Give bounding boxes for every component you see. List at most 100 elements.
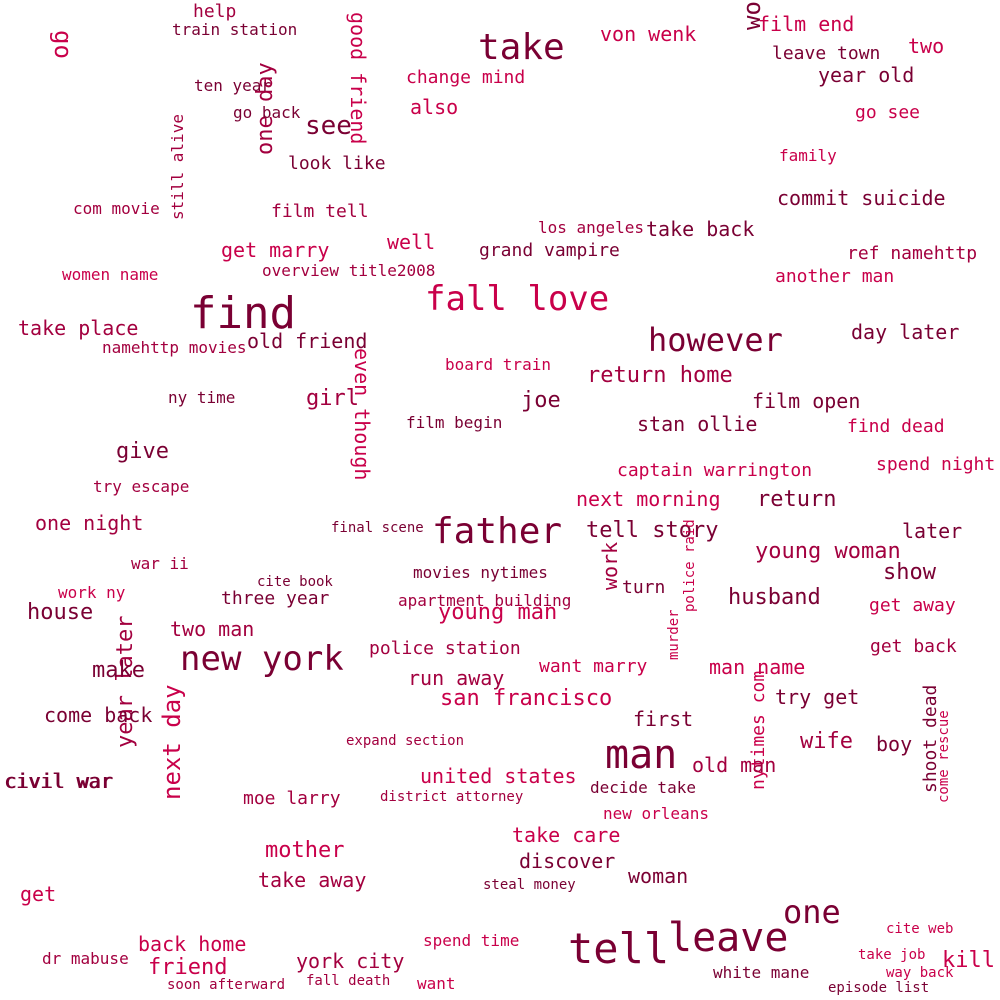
word-kill: kill	[942, 948, 995, 973]
word-spend-night: spend night	[876, 454, 996, 475]
word-go: go	[49, 30, 77, 59]
word-tell: tell	[568, 924, 670, 973]
word-take-place: take place	[18, 316, 139, 340]
word-civil-war: civil war	[5, 769, 114, 793]
word-murder: murder	[666, 609, 682, 660]
word-captain-warrington: captain warrington	[617, 460, 813, 481]
word-film-tell: film tell	[271, 201, 369, 222]
word-two-man: two man	[170, 617, 255, 641]
word-white-mane: white mane	[713, 963, 810, 982]
word-look-like: look like	[288, 153, 386, 174]
word-day-later: day later	[851, 320, 960, 344]
word-show: show	[883, 560, 936, 585]
word-new-orleans: new orleans	[603, 804, 709, 823]
word-expand-section: expand section	[346, 733, 465, 749]
word-go-see: go see	[855, 102, 921, 123]
word-year-old: year old	[818, 63, 915, 87]
word-discover: discover	[519, 849, 616, 873]
word-apartment-building: apartment building	[398, 591, 572, 610]
word-leave: leave	[668, 915, 789, 961]
word-one: one	[783, 893, 841, 931]
word-district-attorney: district attorney	[380, 789, 524, 805]
word-next-morning: next morning	[576, 487, 721, 511]
word-namehttp-movies: namehttp movies	[102, 338, 247, 357]
word-first: first	[633, 707, 694, 731]
word-police-station: police station	[369, 638, 521, 659]
word-return: return	[757, 487, 837, 512]
word-film-end: film end	[758, 12, 855, 36]
word-back-home: back home	[138, 932, 247, 956]
word-commit-suicide: commit suicide	[777, 186, 946, 210]
word-com-movie: com movie	[73, 199, 160, 218]
word-tell-story: tell story	[586, 518, 719, 543]
word-another-man: another man	[775, 266, 895, 287]
word-wife: wife	[800, 729, 853, 754]
word-spend-time: spend time	[423, 931, 520, 950]
word-get: get	[20, 882, 57, 906]
word-soon-afterward: soon afterward	[167, 977, 286, 993]
word-train-station: train station	[172, 20, 298, 39]
word-work: work	[598, 541, 622, 590]
word-three-year: three year	[221, 588, 330, 609]
word-return-home: return home	[587, 363, 733, 388]
word-see: see	[305, 111, 352, 141]
word-woman: woman	[628, 864, 689, 888]
word-get-back: get back	[870, 636, 957, 657]
word-turn: turn	[622, 577, 666, 598]
word-way-back: way back	[886, 965, 954, 981]
word-try-get: try get	[775, 685, 860, 709]
word-still-alive: still alive	[168, 114, 187, 220]
word-take-job: take job	[858, 947, 926, 963]
word-house: house	[27, 600, 94, 625]
word-ny-time: ny time	[168, 388, 236, 407]
word-work-ny: work ny	[58, 583, 126, 602]
word-new-york: new york	[180, 639, 344, 679]
word-film-begin: film begin	[406, 413, 503, 432]
word-change-mind: change mind	[406, 67, 526, 88]
word-los-angeles: los angeles	[538, 218, 644, 237]
word-take-away: take away	[258, 868, 367, 892]
word-family: family	[779, 146, 837, 165]
word-war-ii: war ii	[131, 554, 189, 573]
word-next-day: next day	[158, 684, 186, 800]
word-ref-namehttp: ref namehttp	[847, 243, 978, 264]
word-dr-mabuse: dr mabuse	[42, 949, 129, 968]
word-girl: girl	[306, 386, 359, 411]
word-old-man: old man	[692, 753, 777, 777]
word-father: father	[432, 511, 563, 552]
word-old-friend: old friend	[247, 329, 368, 353]
word-make: make	[92, 658, 145, 683]
word-find-dead: find dead	[847, 416, 945, 437]
word-von-wenk: von wenk	[600, 22, 697, 46]
word-episode-list: episode list	[828, 980, 930, 996]
word-give: give	[116, 439, 169, 464]
word-stan-ollie: stan ollie	[637, 412, 758, 436]
word-young-man: young man	[438, 600, 558, 625]
word-mother: mother	[265, 838, 345, 863]
word-take-back: take back	[646, 217, 755, 241]
word-movies-nytimes: movies nytimes	[413, 563, 548, 582]
word-police-raid: police raid	[682, 519, 698, 612]
word-cite-web: cite web	[886, 921, 954, 937]
word-joe: joe	[521, 388, 561, 413]
word-fall-death: fall death	[306, 973, 391, 989]
word-final-scene: final scene	[331, 520, 424, 536]
word-moe-larry: moe larry	[243, 788, 341, 809]
word-come-rescue: come rescue	[936, 710, 952, 803]
word-even-though: even though	[350, 348, 374, 481]
word-husband: husband	[728, 585, 821, 610]
word-steal-money: steal money	[483, 877, 576, 893]
word-ten-year: ten year	[194, 76, 272, 95]
word-want-marry: want marry	[539, 656, 648, 677]
word-two: two	[908, 34, 945, 58]
word-man-name: man name	[709, 655, 806, 679]
word-united-states: united states	[420, 764, 577, 788]
word-come-back: come back	[44, 703, 153, 727]
word-civil-war: civil war	[4, 769, 113, 793]
word-run-away: run away	[408, 666, 505, 690]
word-women-name: women name	[62, 265, 159, 284]
word-take-care: take care	[512, 823, 621, 847]
word-one-night: one night	[35, 511, 144, 535]
word-get-away: get away	[869, 595, 956, 616]
